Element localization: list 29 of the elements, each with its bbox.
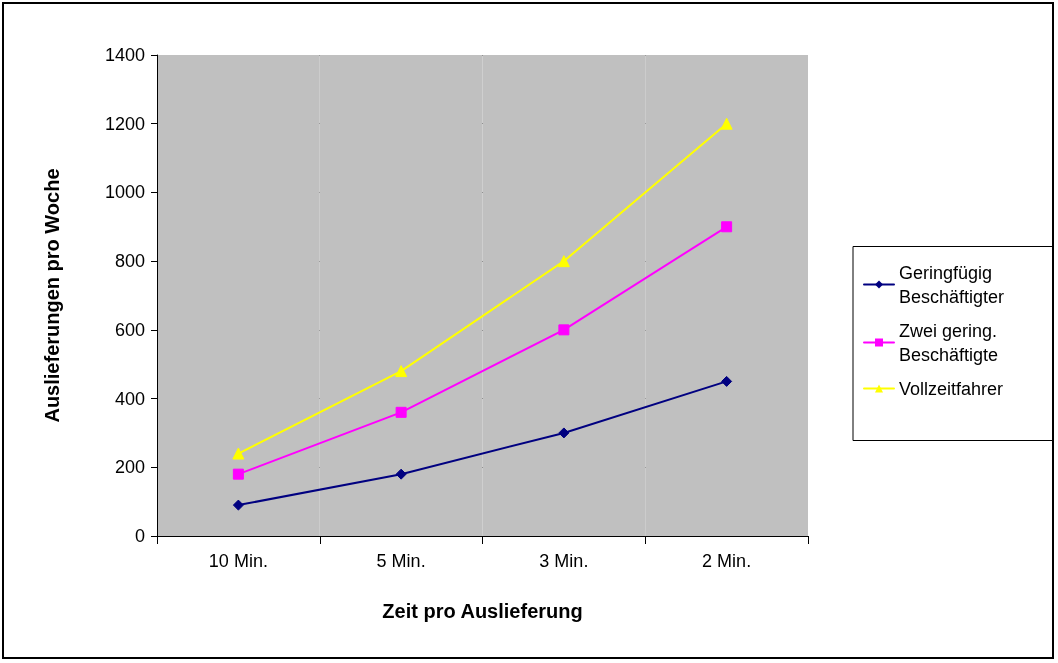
y-tick-label: 1000: [104, 182, 145, 203]
y-tick-label: 1200: [104, 113, 145, 134]
x-tick-label: 3 Min.: [539, 551, 589, 571]
point: [721, 375, 733, 387]
legend-label: Zwei gering. Beschäftigte: [899, 320, 1003, 365]
point: [232, 447, 245, 460]
y-tick-label: 200: [114, 457, 145, 478]
point: [558, 324, 570, 336]
point: [232, 468, 244, 480]
y-tick-label: 400: [114, 388, 145, 409]
x-tick-label: 10 Min.: [208, 551, 268, 571]
point: [395, 468, 407, 480]
legend-label: Geringfügig Beschäftigter: [899, 262, 1005, 307]
point: [232, 499, 244, 511]
point: [720, 117, 733, 130]
point: [558, 427, 570, 439]
x-axis-title: Zeit pro Auslieferung: [382, 600, 583, 622]
y-tick-label: 800: [114, 251, 145, 272]
point: [395, 406, 407, 418]
y-tick-label: 0: [134, 526, 145, 546]
point: [395, 365, 408, 378]
y-tick-label: 1400: [104, 45, 145, 65]
x-tick-label: 2 Min.: [702, 551, 752, 571]
y-axis-title: Auslieferungen pro Woche: [41, 168, 63, 423]
y-tick-label: 600: [114, 319, 145, 340]
point: [721, 221, 733, 233]
point: [557, 255, 570, 268]
legend-label: Vollzeitfahrer: [899, 378, 1004, 399]
x-tick-label: 5 Min.: [376, 551, 426, 571]
